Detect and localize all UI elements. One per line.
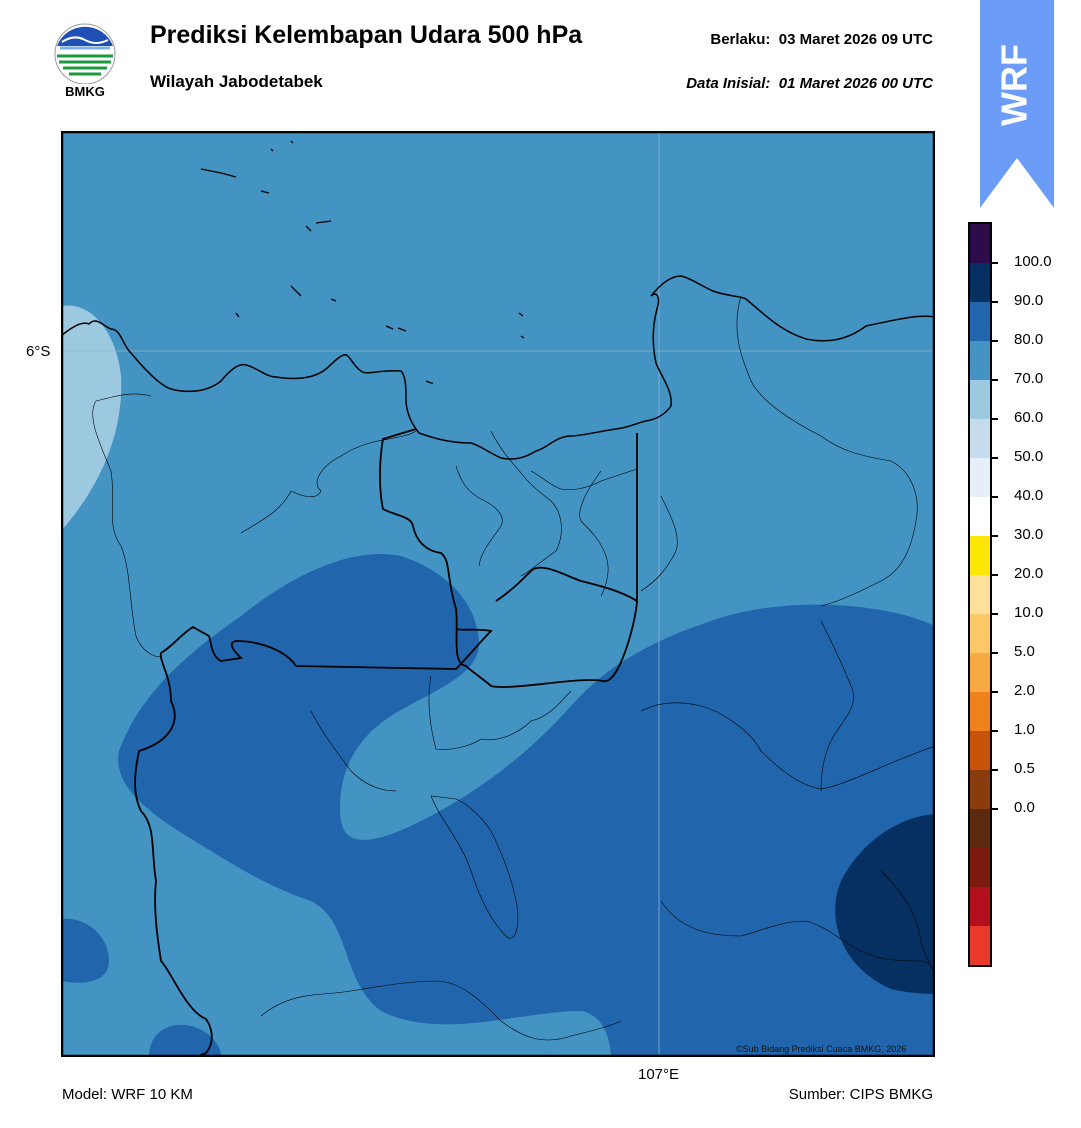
bmkg-logo: BMKG	[52, 20, 118, 104]
colorbar-tick	[990, 496, 998, 498]
valid-time: Berlaku: 03 Maret 2026 09 UTC	[710, 31, 933, 48]
colorbar	[968, 222, 992, 967]
colorbar-tick	[990, 535, 998, 537]
init-time: Data Inisial: 01 Maret 2026 00 UTC	[686, 75, 933, 92]
colorbar-tick-label: 2.0	[1014, 682, 1035, 699]
copyright: ©Sub Bidang Prediksi Cuaca BMKG, 2026	[736, 1044, 907, 1054]
init-label: Data Inisial:	[686, 75, 771, 92]
wrf-label: WRF	[994, 44, 1035, 126]
west-java-border	[495, 566, 638, 602]
colorbar-segment	[970, 302, 990, 342]
map-frame	[61, 131, 935, 1057]
thousand-islands	[200, 140, 525, 384]
colorbar-segment	[970, 926, 990, 966]
valid-label: Berlaku:	[710, 31, 771, 48]
colorbar-frame	[968, 222, 992, 967]
colorbar-tick	[990, 691, 998, 693]
coastline	[61, 275, 935, 460]
colorbar-tick-label: 60.0	[1014, 409, 1044, 426]
colorbar-segment	[970, 809, 990, 849]
source-info: Sumber: CIPS BMKG	[788, 1086, 933, 1103]
colorbar-segment	[970, 692, 990, 732]
colorbar-tick	[990, 340, 998, 342]
humidity-80-90-patch-south	[149, 1024, 221, 1057]
banten-province-border	[134, 625, 493, 1057]
region-subtitle: Wilayah Jabodetabek	[150, 72, 323, 91]
lon-label: 107°E	[638, 1066, 680, 1083]
lat-label: 6°S	[26, 343, 51, 360]
humidity-map	[61, 131, 935, 1057]
colorbar-segment	[970, 536, 990, 576]
colorbar-tick-label: 0.5	[1014, 760, 1035, 777]
colorbar-tick-label: 30.0	[1014, 526, 1044, 543]
jakarta-province-border	[379, 428, 638, 688]
colorbar-tick-label: 0.0	[1014, 799, 1035, 816]
map-panel	[61, 131, 935, 1057]
colorbar-tick-label: 50.0	[1014, 448, 1044, 465]
colorbar-segment	[970, 770, 990, 810]
colorbar-segment	[970, 341, 990, 381]
colorbar-tick	[990, 574, 998, 576]
colorbar-segment	[970, 653, 990, 693]
colorbar-tick	[990, 301, 998, 303]
colorbar-tick	[990, 652, 998, 654]
colorbar-segment	[970, 458, 990, 498]
model-info: Model: WRF 10 KM	[62, 1086, 193, 1103]
colorbar-tick	[990, 262, 998, 264]
colorbar-tick-label: 5.0	[1014, 643, 1035, 660]
colorbar-tick-label: 90.0	[1014, 292, 1044, 309]
colorbar-tick	[990, 730, 998, 732]
colorbar-tick-label: 100.0	[1014, 253, 1052, 270]
colorbar-segment	[970, 848, 990, 888]
colorbar-tick-label: 70.0	[1014, 370, 1044, 387]
valid-value: 03 Maret 2026 09 UTC	[778, 31, 933, 48]
colorbar-segment	[970, 887, 990, 927]
colorbar-segment	[970, 497, 990, 537]
colorbar-segment	[970, 575, 990, 615]
humidity-90-100-field	[835, 814, 935, 994]
colorbar-segment	[970, 419, 990, 459]
init-value: 01 Maret 2026 00 UTC	[778, 75, 933, 92]
colorbar-tick	[990, 808, 998, 810]
humidity-80-90-patch-west	[61, 918, 109, 983]
colorbar-segment	[970, 731, 990, 771]
wrf-banner	[980, 0, 1054, 208]
humidity-60-70-field	[61, 305, 122, 531]
colorbar-tick-label: 1.0	[1014, 721, 1035, 738]
regency-borders	[92, 295, 935, 1041]
chart-title: Prediksi Kelembapan Udara 500 hPa	[150, 21, 583, 49]
wrf-banner-text: WRF	[994, 44, 1035, 126]
logo-text: BMKG	[65, 84, 105, 99]
colorbar-tick-label: 80.0	[1014, 331, 1044, 348]
colorbar-tick-label: 40.0	[1014, 487, 1044, 504]
colorbar-tick	[990, 769, 998, 771]
colorbar-segment	[970, 380, 990, 420]
bmkg-logo-icon	[54, 23, 116, 85]
colorbar-tick	[990, 379, 998, 381]
humidity-80-90-field	[118, 554, 935, 1057]
colorbar-segment	[970, 224, 990, 264]
colorbar-tick	[990, 457, 998, 459]
colorbar-tick	[990, 613, 998, 615]
colorbar-segment	[970, 614, 990, 654]
colorbar-tick-label: 10.0	[1014, 604, 1044, 621]
colorbar-segment	[970, 263, 990, 303]
colorbar-tick	[990, 418, 998, 420]
colorbar-tick-label: 20.0	[1014, 565, 1044, 582]
